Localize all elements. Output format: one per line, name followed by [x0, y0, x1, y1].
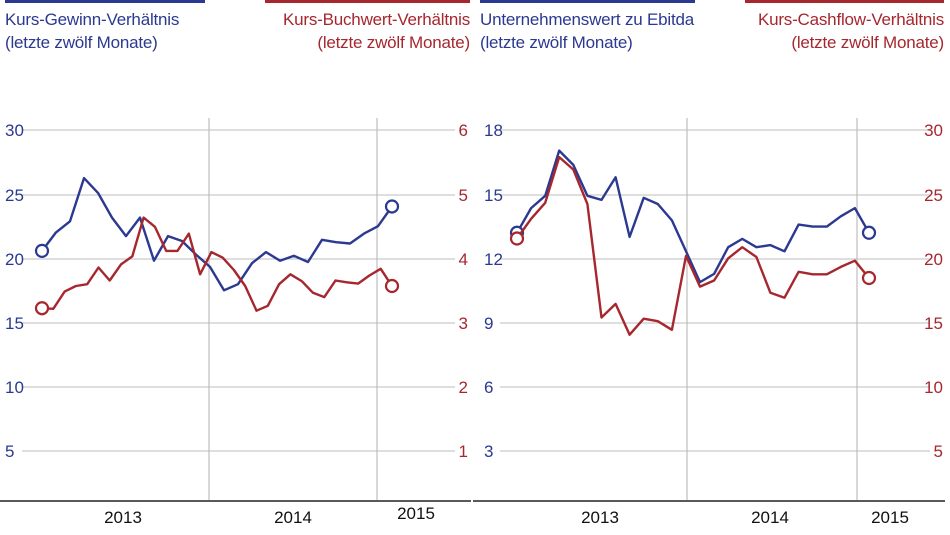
legend-ev: Unternehmenswert zu Ebitda (letzte zwölf… [480, 0, 695, 54]
legend-pcf: Kurs-Cashflow-Verhältnis (letzte zwölf M… [745, 0, 944, 54]
series-start-marker [509, 231, 525, 246]
left-tick-label: 10 [5, 378, 24, 397]
right-tick-label: 4 [459, 250, 468, 269]
right-tick-label: 30 [924, 121, 943, 140]
right-tick-label: 5 [934, 442, 943, 461]
legend-ev-bar [480, 0, 695, 3]
left-tick-label: 12 [484, 250, 503, 269]
legend-pe: Kurs-Gewinn-Verhältnis (letzte zwölf Mon… [5, 0, 205, 54]
legend-pb: Kurs-Buchwert-Verhältnis (letzte zwölf M… [265, 0, 470, 54]
series-line-kurs-cashflow-verh-ltnis [515, 155, 871, 336]
x-tick-label: 2014 [751, 508, 789, 527]
right-tick-label: 1 [459, 442, 468, 461]
left-tick-label: 15 [5, 314, 24, 333]
left-tick-label: 3 [484, 442, 493, 461]
legend-pcf-subtitle: (letzte zwölf Monate) [791, 33, 944, 52]
left-tick-label: 9 [484, 314, 493, 333]
series-end-marker [861, 270, 877, 286]
left-tick-label: 20 [5, 250, 24, 269]
series-start-marker [34, 301, 50, 316]
series-line-kurs-buchwert-verh-ltnis [40, 216, 394, 312]
x-tick-label: 2013 [581, 508, 619, 527]
right-tick-label: 25 [924, 186, 943, 205]
series-end-marker [384, 199, 400, 214]
left-tick-label: 15 [484, 186, 503, 205]
right-tick-label: 15 [924, 314, 943, 333]
series-start-marker [34, 243, 50, 258]
left-tick-label: 6 [484, 378, 493, 397]
left-tick-label: 18 [484, 121, 503, 140]
series-line-kurs-gewinn-verh-ltnis [40, 176, 394, 292]
x-tick-label: 2015 [397, 504, 435, 523]
right-tick-label: 10 [924, 378, 943, 397]
right-tick-label: 20 [924, 250, 943, 269]
legend-pcf-bar [745, 0, 944, 3]
legend-ev-title: Unternehmenswert zu Ebitda [480, 10, 695, 29]
legend-pb-bar [265, 0, 470, 3]
x-tick-label: 2014 [274, 508, 312, 527]
right-tick-label: 3 [459, 314, 468, 333]
series-line-unternehmenswert-zu-ebitda [515, 149, 871, 284]
series-end-marker [384, 278, 400, 294]
legend-pe-title: Kurs-Gewinn-Verhältnis [5, 10, 180, 29]
legend-pcf-title: Kurs-Cashflow-Verhältnis [757, 10, 944, 29]
legend-pe-bar [5, 0, 205, 3]
legend-ev-subtitle: (letzte zwölf Monate) [480, 33, 633, 52]
left-tick-label: 25 [5, 186, 24, 205]
right-tick-label: 2 [459, 378, 468, 397]
right-tick-label: 6 [459, 121, 468, 140]
series-end-marker [861, 225, 877, 240]
right-tick-label: 5 [459, 186, 468, 205]
x-tick-label: 2015 [871, 508, 909, 527]
legend-pb-title: Kurs-Buchwert-Verhältnis [283, 10, 470, 29]
legend-pe-subtitle: (letzte zwölf Monate) [5, 33, 158, 52]
x-tick-label: 2013 [104, 508, 142, 527]
left-tick-label: 5 [5, 442, 14, 461]
legend-pb-subtitle: (letzte zwölf Monate) [317, 33, 470, 52]
left-tick-label: 30 [5, 121, 24, 140]
